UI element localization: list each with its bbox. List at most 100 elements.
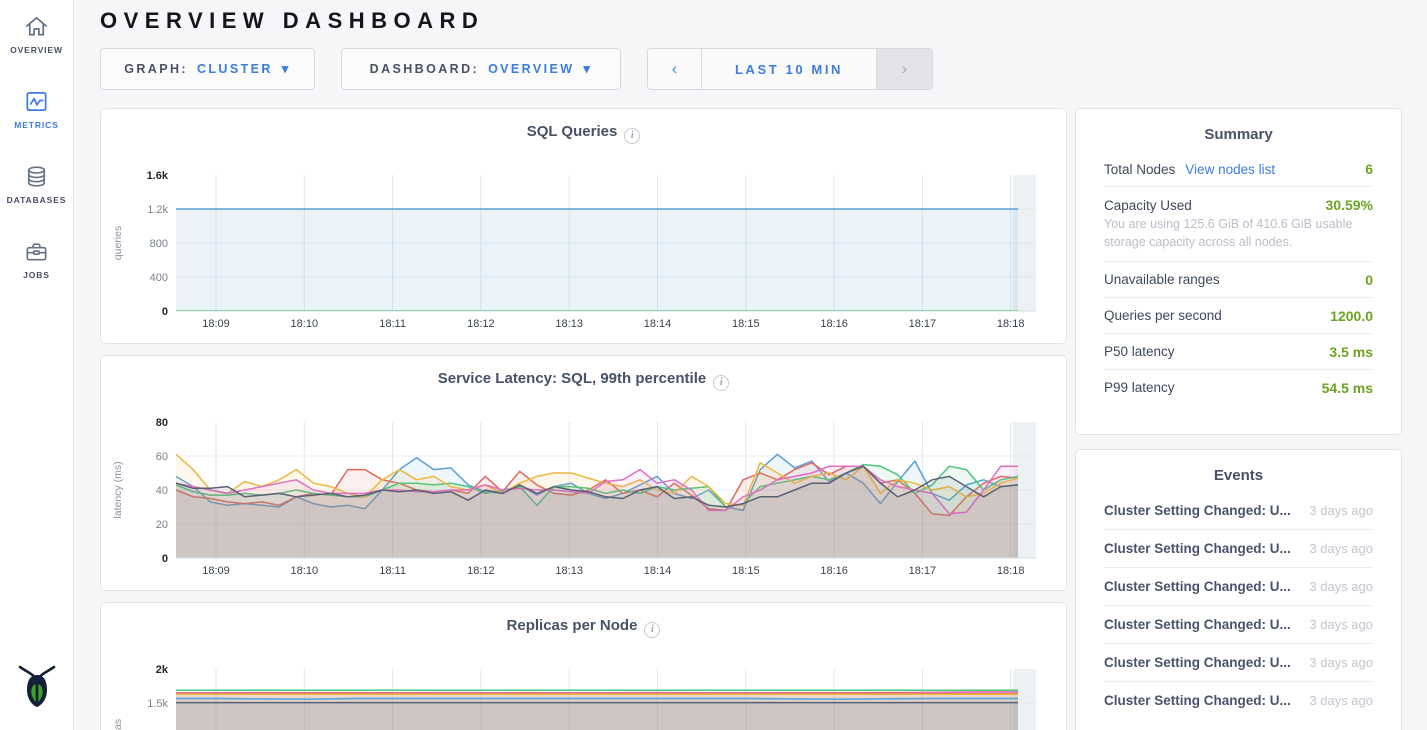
dashboard-dropdown-label: DASHBOARD: [369, 62, 480, 76]
svg-text:18:13: 18:13 [555, 565, 583, 577]
svg-text:2k: 2k [156, 664, 169, 676]
summary-row: Total Nodes View nodes list 6 [1104, 151, 1373, 187]
dashboard-dropdown[interactable]: DASHBOARD: OVERVIEW ▾ [341, 48, 621, 90]
svg-text:18:13: 18:13 [555, 318, 583, 330]
svg-text:1.5k: 1.5k [147, 698, 168, 710]
svg-text:18:18: 18:18 [997, 565, 1025, 577]
svg-text:18:09: 18:09 [202, 318, 230, 330]
sidebar-item-jobs[interactable]: JOBS [23, 238, 50, 280]
event-row: Cluster Setting Changed: U... 3 days ago [1104, 568, 1373, 606]
dashboard-content: SQL Queries i 1.6k 1.2k 800 400 0 18:09 18:10 18… [100, 108, 1427, 730]
summary-row-label: P50 latency [1104, 344, 1175, 359]
svg-text:40: 40 [156, 485, 168, 497]
svg-text:latency (ms): latency (ms) [112, 461, 124, 518]
svg-text:18:16: 18:16 [820, 318, 848, 330]
summary-rows: Total Nodes View nodes list 6 Capacity Used… [1104, 151, 1373, 405]
svg-text:18:15: 18:15 [732, 318, 760, 330]
event-row: Cluster Setting Changed: U... 3 days ago [1104, 606, 1373, 644]
svg-text:18:10: 18:10 [291, 565, 319, 577]
svg-text:18:18: 18:18 [997, 318, 1025, 330]
summary-row: P99 latency 54.5 ms [1104, 370, 1373, 405]
svg-text:0: 0 [162, 553, 168, 565]
sidebar-item-label: DATABASES [6, 195, 67, 205]
chart-title: SQL Queries i [101, 123, 1066, 144]
svg-text:replicas: replicas [112, 719, 124, 730]
chevron-left-icon: ‹ [671, 59, 678, 78]
sidebar-item-label: JOBS [23, 270, 50, 280]
event-time: 3 days ago [1309, 617, 1373, 632]
summary-row: Capacity Used 30.59% You are using 125.6 G… [1104, 187, 1373, 262]
summary-row-label: Total Nodes [1104, 161, 1176, 177]
metrics-icon [26, 91, 47, 112]
service-latency-chart[interactable]: 80 60 40 20 0 18:09 18:10 18:11 18:12 18:13 18:14 1… [101, 356, 1068, 592]
summary-row-value: 30.59% [1325, 197, 1373, 213]
svg-text:800: 800 [150, 238, 168, 250]
event-row: Cluster Setting Changed: U... 3 days ago [1104, 644, 1373, 682]
summary-row: Queries per second 1200.0 [1104, 298, 1373, 334]
sidebar-item-label: METRICS [14, 120, 59, 130]
event-text: Cluster Setting Changed: U... [1104, 541, 1291, 556]
charts-column: SQL Queries i 1.6k 1.2k 800 400 0 18:09 18:10 18… [100, 108, 1067, 730]
summary-row-value: 0 [1365, 271, 1373, 288]
time-next-button[interactable]: › [876, 49, 932, 89]
sidebar-item-label: OVERVIEW [10, 45, 63, 55]
graph-dropdown-value: CLUSTER [196, 62, 273, 76]
main-content: OVERVIEW DASHBOARD GRAPH: CLUSTER ▾ DASH… [74, 0, 1427, 730]
sql-queries-chart[interactable]: 1.6k 1.2k 800 400 0 18:09 18:10 18:11 18:12 18:13… [101, 109, 1068, 345]
summary-row-label: P99 latency [1104, 380, 1175, 395]
sidebar-item-metrics[interactable]: METRICS [14, 88, 59, 130]
svg-text:400: 400 [150, 272, 168, 284]
svg-text:80: 80 [156, 417, 168, 429]
time-prev-button[interactable]: ‹ [648, 49, 702, 89]
event-time: 3 days ago [1309, 579, 1373, 594]
replicas-per-node-chart[interactable]: 2k1.5k1k500018:0918:1018:1118:1218:1318:… [101, 603, 1068, 730]
chevron-down-icon: ▾ [281, 61, 291, 76]
svg-text:1.6k: 1.6k [147, 170, 169, 182]
svg-text:18:14: 18:14 [644, 318, 672, 330]
svg-text:1.2k: 1.2k [147, 204, 168, 216]
event-row: Cluster Setting Changed: U... 3 days ago [1104, 682, 1373, 719]
sidebar-item-databases[interactable]: DATABASES [7, 163, 67, 205]
summary-row-subtext: You are using 125.6 GiB of 410.6 GiB usa… [1104, 217, 1353, 249]
svg-text:18:11: 18:11 [379, 318, 406, 330]
svg-text:18:16: 18:16 [820, 565, 848, 577]
home-icon [26, 17, 47, 36]
sidebar: OVERVIEW METRICS DATABASES [0, 0, 74, 730]
info-icon[interactable]: i [644, 622, 661, 638]
summary-panel: Summary Total Nodes View nodes list 6 Capac… [1075, 108, 1402, 435]
summary-row-label: Queries per second [1104, 308, 1222, 323]
controls-bar: GRAPH: CLUSTER ▾ DASHBOARD: OVERVIEW ▾ ‹… [100, 48, 1427, 90]
database-icon [27, 166, 46, 187]
summary-row: P50 latency 3.5 ms [1104, 334, 1373, 370]
dashboard-dropdown-value: OVERVIEW [488, 62, 575, 76]
page-title: OVERVIEW DASHBOARD [100, 8, 485, 33]
event-text: Cluster Setting Changed: U... [1104, 617, 1291, 632]
chevron-down-icon: ▾ [583, 61, 593, 76]
events-title: Events [1213, 467, 1264, 484]
event-text: Cluster Setting Changed: U... [1104, 693, 1291, 708]
info-icon[interactable]: i [713, 375, 730, 391]
summary-row: Unavailable ranges 0 [1104, 262, 1373, 298]
events-rows: Cluster Setting Changed: U... 3 days ago C… [1104, 492, 1373, 719]
chart-title: Service Latency: SQL, 99th percentile i [101, 370, 1066, 391]
event-time: 3 days ago [1309, 541, 1373, 556]
info-icon[interactable]: i [624, 128, 641, 144]
sidebar-item-overview[interactable]: OVERVIEW [10, 13, 63, 55]
svg-text:18:11: 18:11 [379, 565, 406, 577]
chart-title: Replicas per Node i [101, 617, 1066, 638]
svg-text:0: 0 [162, 306, 168, 318]
graph-dropdown[interactable]: GRAPH: CLUSTER ▾ [100, 48, 315, 90]
events-panel: Events Cluster Setting Changed: U... 3 da… [1075, 449, 1402, 730]
svg-text:18:15: 18:15 [732, 565, 760, 577]
view-nodes-list-link[interactable]: View nodes list [1185, 161, 1276, 177]
summary-row-value: 54.5 ms [1321, 379, 1373, 396]
summary-row-value: 3.5 ms [1329, 343, 1373, 360]
event-text: Cluster Setting Changed: U... [1104, 579, 1291, 594]
chevron-right-icon: › [901, 59, 908, 78]
briefcase-icon [26, 243, 47, 261]
time-range-label[interactable]: LAST 10 MIN [734, 61, 844, 77]
summary-title: Summary [1204, 126, 1273, 143]
cockroachdb-logo [14, 661, 60, 716]
